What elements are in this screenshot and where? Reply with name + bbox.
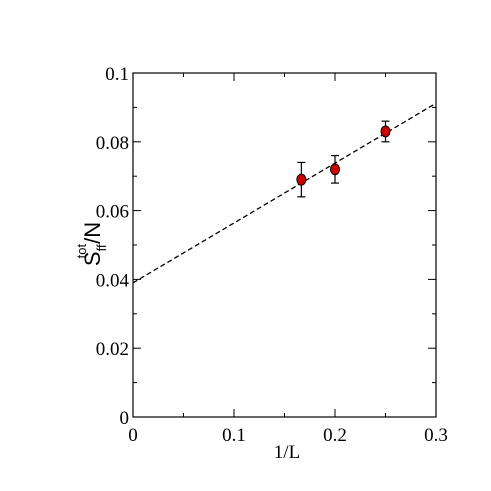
x-tick-label: 0 [128, 425, 138, 446]
y-axis-label-subscript: ff [94, 244, 109, 251]
y-tick-label: 0 [120, 408, 130, 429]
y-axis-label-base: S [80, 251, 105, 266]
x-tick-label: 0.2 [323, 425, 347, 446]
plot-layer [132, 72, 437, 418]
y-tick-label: 0.1 [105, 64, 129, 85]
tick-layer: 0 0.1 0.2 0.3 0 0.02 0.04 0.06 0.08 0.1 [96, 64, 448, 446]
y-tick-label: 0.04 [96, 270, 130, 291]
svg-text:Sfftot/N: Sfftot/N [74, 222, 109, 266]
y-tick-label: 0.08 [96, 133, 129, 154]
data-point [330, 163, 340, 176]
x-tick-label: 0.3 [424, 425, 448, 446]
y-tick-label: 0.06 [96, 202, 129, 223]
fit-line [132, 102, 437, 284]
x-axis-label: 1/L [274, 442, 300, 463]
y-axis-label: Sfftot/N [74, 222, 109, 266]
y-tick-label: 0.02 [96, 339, 129, 360]
plot-frame [132, 72, 437, 418]
y-axis-label-suffix: /N [80, 222, 105, 244]
y-axis-label-superscript: tot [74, 244, 89, 259]
x-tick-label: 0.1 [222, 425, 246, 446]
data-point [296, 173, 307, 186]
data-point [380, 125, 391, 138]
